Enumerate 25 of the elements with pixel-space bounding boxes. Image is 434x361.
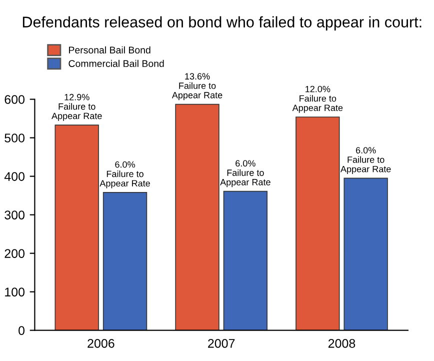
y-tick-label: 400 [4,172,25,181]
legend-label: Commercial Bail Bond [68,60,164,68]
annotation: 13.6% Failure to Appear Rate [172,73,222,100]
y-tick-label: 300 [4,210,25,220]
bar [296,116,340,330]
annotation: 6.0% Failure to Appear Rate [100,161,150,188]
legend-label: Personal Bail Bond [69,46,150,54]
y-tick-label: 600 [4,95,25,104]
annotation: 6.0% Failure to Appear Rate [220,160,270,188]
bar [175,104,220,330]
chart-title: Defendants released on bond who failed to appear in court: [22,16,422,30]
bar [223,190,268,330]
y-tick-label: 200 [4,249,25,258]
bar [102,192,148,330]
x-tick-label: 2008 [328,338,356,348]
x-tick-label: 2006 [88,338,114,348]
bar [54,124,99,330]
y-tick-label: 100 [5,288,25,296]
x-tick-label: 2007 [208,338,235,348]
y-tick-label: 500 [4,134,25,142]
bar [344,178,388,330]
annotation: 6.0% Failure to Appear Rate [340,147,391,174]
annotation: 12.0% Failure to Appear Rate [292,86,343,113]
y-tick-label: 0 [18,326,25,335]
annotation: 12.9% Failure to Appear Rate [52,94,102,121]
